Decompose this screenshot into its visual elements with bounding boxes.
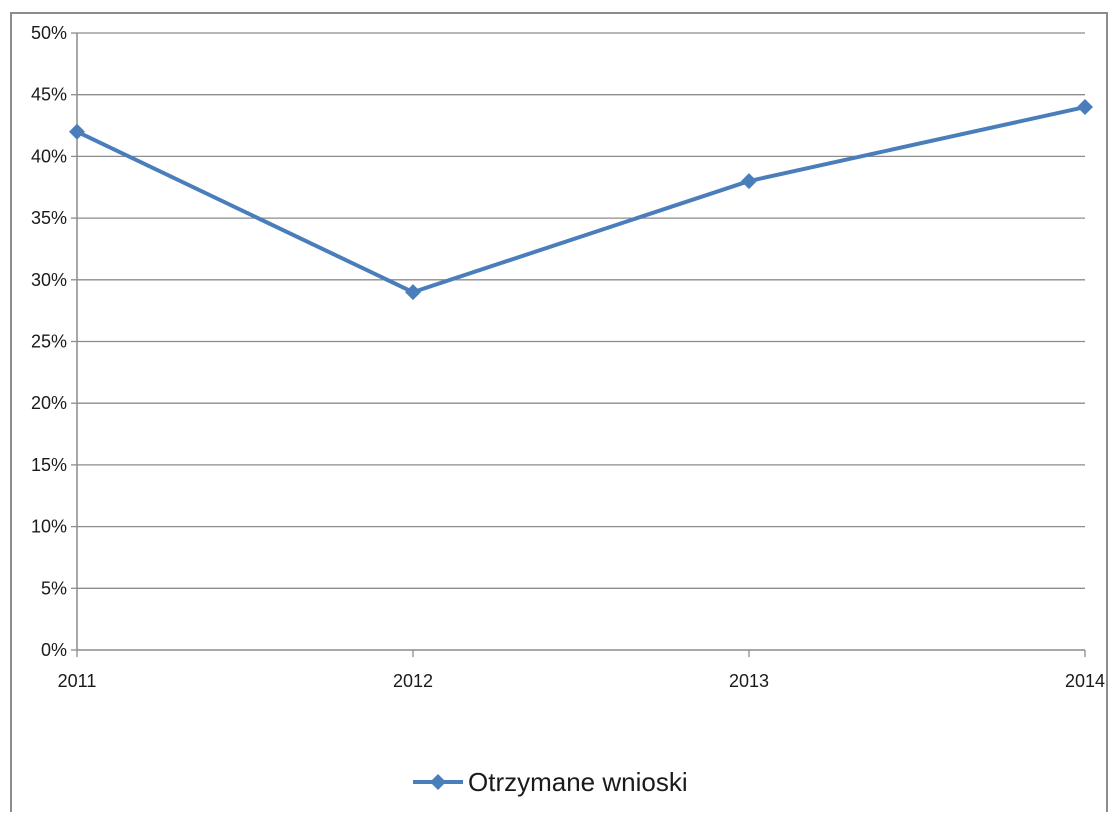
y-tick-label: 10% <box>31 517 67 537</box>
x-tick-label: 2011 <box>58 671 97 691</box>
legend: Otrzymane wnioski <box>413 767 688 797</box>
y-tick-label: 5% <box>41 578 67 598</box>
data-point-marker <box>405 284 421 301</box>
data-point-marker <box>741 173 757 190</box>
series-markers <box>69 99 1093 301</box>
data-point-marker <box>1077 99 1093 116</box>
y-tick-label: 35% <box>31 208 67 228</box>
x-tick-label: 2012 <box>393 671 433 691</box>
y-tick-label: 50% <box>31 23 67 43</box>
x-axis-tick-labels: 2011 2012 2013 2014 <box>58 671 1105 691</box>
x-tick-label: 2014 <box>1065 671 1105 691</box>
chart-frame <box>10 12 1108 812</box>
legend-label: Otrzymane wnioski <box>468 767 688 797</box>
y-tick-label: 25% <box>31 332 67 352</box>
series-line <box>76 105 1086 295</box>
y-axis-tick-labels: 0% 5% 10% 15% 20% 25% 30% 35% 40% 45% 50% <box>31 23 67 660</box>
y-tick-label: 30% <box>31 270 67 290</box>
y-tick-label: 20% <box>31 393 67 413</box>
series-lines <box>76 105 1086 295</box>
y-tick-label: 0% <box>41 640 67 660</box>
y-tick-label: 15% <box>31 455 67 475</box>
legend-marker <box>430 774 446 790</box>
axes <box>71 32 1086 657</box>
x-tick-label: 2013 <box>729 671 769 691</box>
data-point-marker <box>69 123 85 140</box>
y-tick-label: 40% <box>31 146 67 166</box>
y-tick-label: 45% <box>31 85 67 105</box>
gridlines <box>77 32 1085 589</box>
